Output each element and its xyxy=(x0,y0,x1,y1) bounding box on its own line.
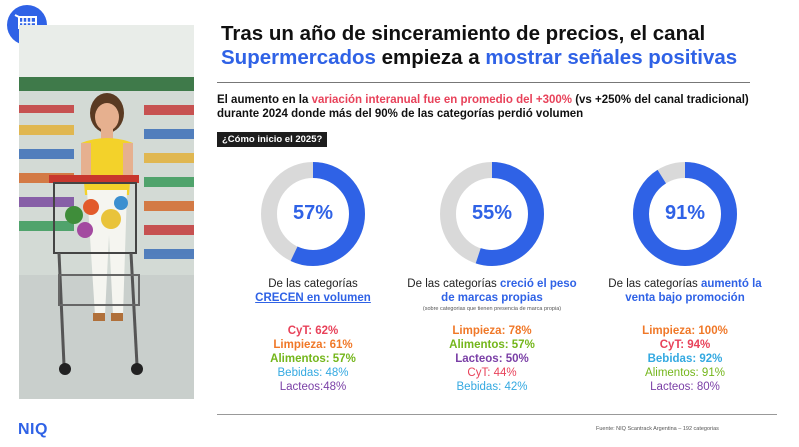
category-item: Limpieza: 78% xyxy=(452,325,532,337)
category-item: Lacteos:48% xyxy=(279,381,347,393)
intro-highlight: variación interanual fue en promedio del… xyxy=(311,94,573,106)
title-highlight-supermercados: Supermercados xyxy=(221,46,376,69)
source-note: Fuente: NIQ Scantrack Argentina – 192 ca… xyxy=(596,426,719,432)
section-tag: ¿Cómo inicio el 2025? xyxy=(217,132,328,147)
title-line-2: Supermercados empieza a mostrar señales … xyxy=(221,46,761,70)
donut-percent-label: 57% xyxy=(292,202,334,224)
stat-description-lead: De las categorías xyxy=(608,278,701,290)
intro-part-1: El aumento en la xyxy=(217,94,312,106)
category-item: Bebidas: 48% xyxy=(277,367,349,379)
title-highlight-signals: mostrar señales positivas xyxy=(485,46,738,69)
category-item: Bebidas: 92% xyxy=(647,353,723,365)
niq-logo: NIQ xyxy=(18,421,48,438)
donut-value-arc xyxy=(633,162,737,266)
category-item: Bebidas: 42% xyxy=(456,381,528,393)
stat-description-highlight: aumentó la venta bajo promoción xyxy=(625,278,762,304)
category-item: CyT: 44% xyxy=(467,367,517,379)
stat-description: De las categorías CRECEN en volumen xyxy=(228,277,398,305)
stat-description: De las categorías creció el peso de marc… xyxy=(407,277,577,313)
stat-description-highlight: CRECEN en volumen xyxy=(255,292,371,304)
donut-value-arc xyxy=(261,162,365,266)
donut-percent-label: 91% xyxy=(664,202,706,224)
donut-1: 57% xyxy=(259,160,367,268)
stat-footnote: (sobre categorias que tienen presencia d… xyxy=(422,306,562,312)
title-connector: empieza a xyxy=(375,46,486,69)
intro-text: El aumento en la variación interanual fu… xyxy=(217,93,777,121)
stat-description-lead: De las categorías xyxy=(268,278,358,290)
stat-description-highlight: creció el peso de marcas propias xyxy=(441,278,577,304)
donut-3: 91% xyxy=(631,160,739,268)
category-list: CyT: 62% Limpieza: 61% Alimentos: 57% Bebid… xyxy=(243,324,383,394)
page-title: Tras un año de sinceramiento de precios,… xyxy=(221,22,761,70)
category-item: CyT: 62% xyxy=(287,325,339,337)
footer-divider xyxy=(217,414,777,415)
donut-value-arc xyxy=(440,162,544,266)
category-item: Limpieza: 61% xyxy=(273,339,353,351)
category-list: Limpieza: 100% CyT: 94% Bebidas: 92% Alimen… xyxy=(615,324,755,394)
title-divider xyxy=(217,82,750,83)
category-item: Alimentos: 57% xyxy=(270,353,356,365)
category-item: Lacteos: 50% xyxy=(455,353,529,365)
category-item: Lacteos: 80% xyxy=(650,381,720,393)
title-line-1: Tras un año de sinceramiento de precios,… xyxy=(221,22,706,45)
intro-part-2: (vs +250% del canal tradicional) durante… xyxy=(217,94,749,120)
category-item: Alimentos: 91% xyxy=(645,367,725,379)
donut-2: 55% xyxy=(438,160,546,268)
category-item: Alimentos: 57% xyxy=(449,339,535,351)
category-item: CyT: 94% xyxy=(659,339,711,351)
category-list: Limpieza: 78% Alimentos: 57% Lacteos: 50% C… xyxy=(422,324,562,394)
donut-percent-label: 55% xyxy=(471,202,513,224)
stat-description-lead: De las categorías xyxy=(407,278,500,290)
supermarket-shopper-photo xyxy=(19,25,194,399)
category-item: Limpieza: 100% xyxy=(642,325,728,337)
stat-description: De las categorías aumentó la venta bajo … xyxy=(600,277,770,305)
